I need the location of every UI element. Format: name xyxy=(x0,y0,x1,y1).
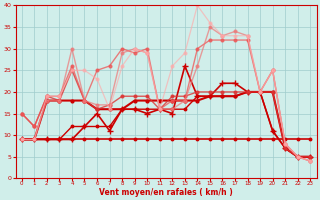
X-axis label: Vent moyen/en rafales ( km/h ): Vent moyen/en rafales ( km/h ) xyxy=(99,188,233,197)
